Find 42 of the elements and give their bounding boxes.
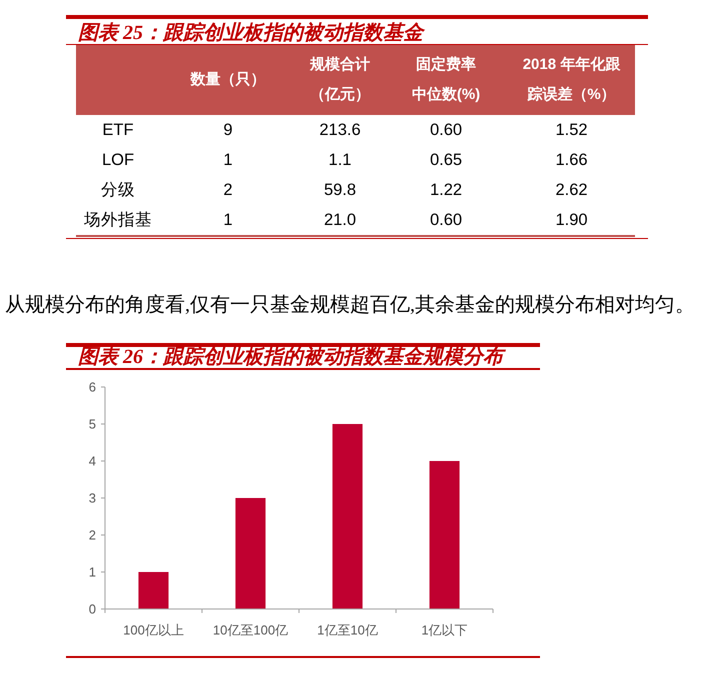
text: 9 — [223, 120, 233, 138]
text: 1.90 — [555, 210, 588, 228]
text: 1.52 — [555, 120, 588, 138]
text: 0.60 — [430, 120, 462, 138]
bar — [429, 461, 460, 609]
category-label: 数量（只） — [189, 70, 266, 90]
category-label: LOF — [102, 150, 134, 168]
text: 从规模分布的角度看,仅有一只基金规模超百亿,其余基金的规模分布相对均匀。 — [5, 293, 696, 318]
category-label: 规模合计（亿元） — [308, 55, 371, 105]
text: 1.1 — [328, 150, 352, 168]
x-tick-label: 100亿以上 — [123, 622, 184, 638]
y-tick-label: 6 — [88, 380, 96, 394]
x-tick-label: 1亿至10亿 — [317, 622, 378, 638]
y-tick-label: 5 — [88, 416, 96, 432]
chart-title: 图表 26：跟踪创业板指的被动指数基金规模分布 — [66, 343, 540, 370]
category-label: 场外指基 — [84, 211, 152, 229]
text: 1 — [223, 210, 233, 228]
category-label: 分级 — [101, 181, 135, 199]
y-tick-label: 4 — [88, 454, 96, 468]
text: 图表 25：跟踪创业板指的被动指数基金 — [66, 15, 648, 45]
x-tick-label: 1亿以下 — [421, 622, 468, 638]
bar — [235, 498, 266, 609]
category-label: 固定费率中位数(%) — [411, 55, 481, 105]
bar — [332, 424, 363, 609]
category-label: 2018 年年化跟踪误差（%） — [522, 55, 622, 105]
y-tick-label: 1 — [88, 564, 96, 580]
text: 1 — [223, 150, 233, 168]
text: 0.60 — [430, 210, 462, 228]
text: 59.8 — [324, 180, 356, 198]
text: 2.62 — [555, 180, 588, 198]
text: 1.66 — [555, 150, 588, 168]
category-label: ETF — [102, 120, 134, 138]
y-tick-label: 0 — [88, 602, 96, 616]
text: 21.0 — [324, 210, 356, 228]
x-tick-label: 10亿至100亿 — [212, 622, 288, 638]
y-tick-label: 2 — [88, 528, 96, 542]
text: 1.22 — [430, 180, 462, 198]
bar — [138, 572, 169, 609]
text: 0.65 — [430, 150, 462, 168]
y-tick-label: 3 — [88, 490, 96, 506]
text: 2 — [223, 180, 233, 198]
text: 213.6 — [319, 120, 361, 138]
